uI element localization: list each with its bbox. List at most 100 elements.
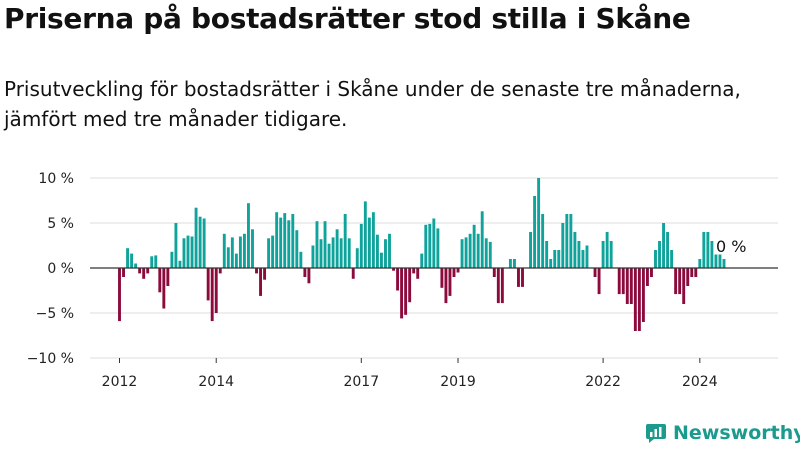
- bar: [573, 232, 577, 268]
- y-axis-ticks: 10 % 5 % 0 % −5 % −10 %: [27, 171, 74, 367]
- bar: [323, 221, 327, 268]
- bar: [537, 178, 541, 268]
- bar: [275, 212, 279, 268]
- bar: [476, 233, 480, 268]
- bar: [654, 250, 657, 268]
- bar: [678, 268, 682, 295]
- bar: [315, 221, 319, 268]
- x-axis-ticks: 2012 2014 2017 2019 2022 2024: [102, 358, 718, 390]
- bar: [424, 224, 428, 268]
- bar: [686, 268, 690, 286]
- bar: [130, 253, 134, 268]
- bar: [380, 252, 383, 268]
- bar: [150, 256, 154, 268]
- x-tick-label: 2012: [102, 374, 138, 390]
- bar: [214, 268, 218, 313]
- bar: [122, 268, 125, 277]
- x-tick-label: 2014: [198, 374, 234, 390]
- bar: [222, 233, 226, 268]
- bar: [597, 268, 601, 295]
- bar: [662, 223, 665, 268]
- bar: [432, 218, 436, 268]
- bar: [633, 268, 637, 331]
- bar: [404, 268, 408, 315]
- bar: [210, 268, 214, 322]
- bar: [178, 260, 182, 268]
- bar: [134, 263, 138, 268]
- bar: [694, 268, 698, 277]
- bar: [492, 268, 496, 277]
- bar: [339, 238, 343, 268]
- bar: [464, 237, 468, 268]
- bar: [384, 239, 387, 268]
- bar: [146, 268, 150, 274]
- bar: [234, 253, 238, 268]
- x-tick-label: 2017: [343, 374, 379, 390]
- bar: [206, 268, 210, 301]
- bar: [452, 268, 456, 277]
- bar: [251, 229, 254, 268]
- bar: [553, 250, 557, 268]
- bar: [166, 268, 170, 286]
- newsworthy-logo: Newsworthy: [645, 420, 800, 446]
- bar: [158, 268, 162, 293]
- chart-title: Priserna på bostadsrätter stod stilla i …: [4, 2, 691, 35]
- bar: [508, 259, 512, 268]
- y-tick-label: 5 %: [47, 216, 74, 232]
- bar: [436, 228, 440, 268]
- bar: [295, 230, 299, 268]
- bar: [230, 237, 234, 268]
- bar: [472, 224, 476, 268]
- bar: [448, 268, 452, 296]
- bar: [371, 212, 375, 268]
- bar: [484, 238, 488, 268]
- chart-subtitle: Prisutveckling för bostadsrätter i Skåne…: [4, 77, 741, 131]
- bar: [335, 229, 339, 268]
- bar: [238, 236, 242, 268]
- bar: [581, 250, 585, 268]
- bar: [500, 268, 504, 304]
- bar: [283, 213, 287, 268]
- bar: [617, 268, 621, 295]
- bar: [416, 268, 420, 279]
- bar: [460, 239, 464, 268]
- bar: [641, 268, 645, 322]
- x-tick-label: 2022: [585, 374, 621, 390]
- bar: [343, 214, 347, 268]
- bar: [194, 207, 198, 268]
- bar: [367, 217, 371, 268]
- bar: [565, 214, 569, 268]
- bar: [267, 238, 271, 268]
- y-tick-label: 10 %: [38, 171, 74, 187]
- brand-name: Newsworthy: [673, 422, 800, 444]
- bar: [170, 251, 174, 268]
- bar: [557, 250, 561, 268]
- bar: [698, 259, 702, 268]
- bar: [363, 201, 367, 268]
- bar: [396, 268, 400, 291]
- bar: [186, 235, 190, 268]
- bar: [593, 268, 597, 277]
- bar: [428, 223, 432, 268]
- bar: [666, 232, 670, 268]
- bar: [674, 268, 678, 295]
- x-tick-label: 2024: [682, 374, 718, 390]
- bar: [307, 268, 311, 284]
- bar: [706, 232, 710, 268]
- y-tick-label: −10 %: [27, 351, 74, 367]
- bar: [682, 268, 686, 304]
- bar: [331, 237, 335, 268]
- bar: [287, 220, 291, 268]
- bar: [126, 248, 130, 268]
- bar: [710, 241, 714, 268]
- bar: [440, 268, 444, 288]
- bar: [311, 245, 315, 268]
- bar: [375, 234, 379, 268]
- bar: [637, 268, 641, 331]
- bar: [319, 239, 323, 268]
- bar: [658, 241, 661, 268]
- latest-value-label: 0 %: [716, 237, 746, 256]
- bar: [444, 268, 448, 304]
- bar: [533, 196, 537, 268]
